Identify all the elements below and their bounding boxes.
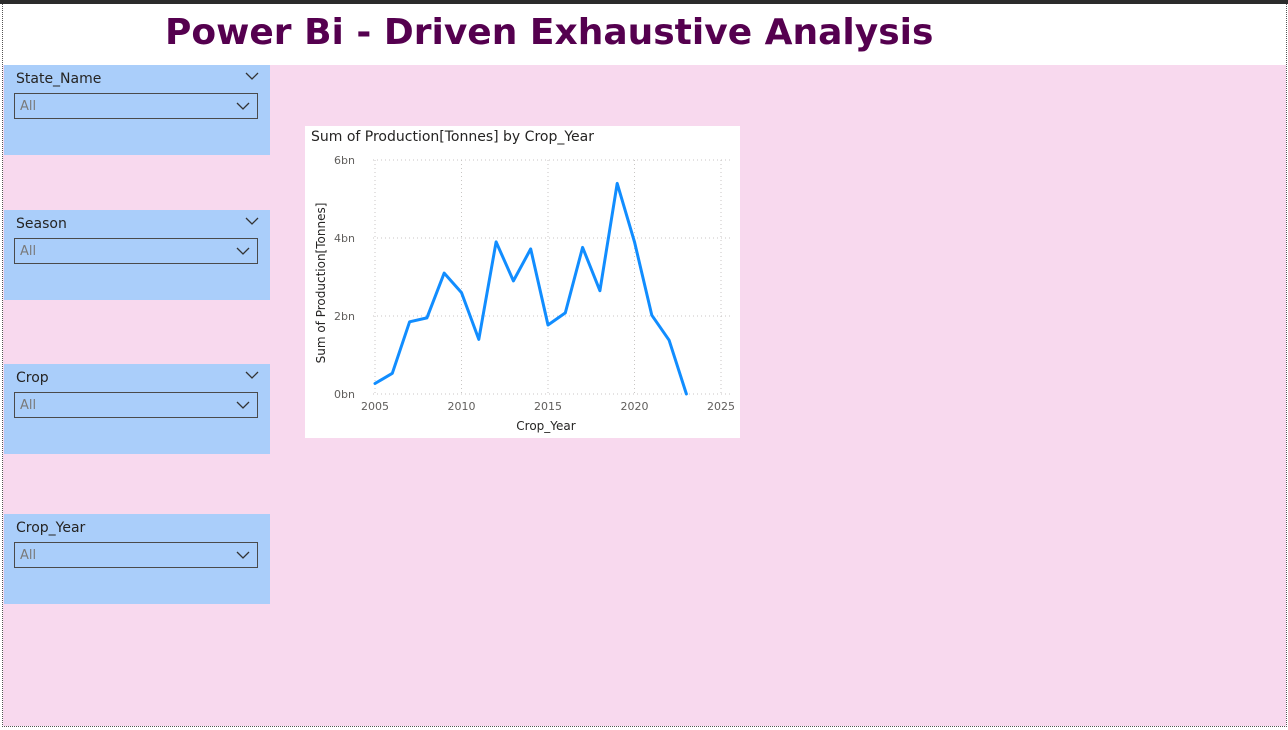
slicer-header: Season [16,216,67,232]
chart-plot: 0bn 2bn 4bn 6bn 2005 2010 2015 2020 2025 Crop_Yea… [314,154,735,433]
data-point [685,393,687,395]
dropdown-value: All [20,244,37,259]
slicer-crop-year: Crop_Year All [4,514,270,604]
season-dropdown[interactable]: All [14,238,258,264]
data-point [582,246,584,248]
data-point [564,312,566,314]
data-point [616,182,618,184]
report-background: State_Name All Season All [3,65,1286,726]
y-tick-label: 0bn [334,388,355,401]
slicer-state-name: State_Name All [4,65,270,155]
chart-title: Sum of Production[Tonnes] by Crop_Year [311,129,594,145]
data-point [391,372,393,374]
slicer-crop: Crop All [4,364,270,454]
data-point [547,324,549,326]
data-point [443,272,445,274]
window-top-border [0,0,1288,4]
y-axis-label: Sum of Production[Tonnes] [314,203,328,364]
state-name-dropdown[interactable]: All [14,93,258,119]
data-point [478,338,480,340]
chevron-down-icon[interactable] [244,69,260,83]
x-tick-label: 2010 [448,400,476,413]
data-point [530,248,532,250]
chevron-down-icon [236,247,250,255]
x-axis-label: Crop_Year [516,419,575,433]
page-title: Power Bi - Driven Exhaustive Analysis [165,12,934,53]
data-point [599,290,601,292]
x-tick-label: 2020 [621,400,649,413]
data-point [426,317,428,319]
slicer-header: Crop_Year [16,520,86,536]
y-tick-label: 4bn [334,232,355,245]
data-point [634,241,635,243]
data-point [495,241,497,243]
slicer-header: State_Name [16,71,102,87]
data-point [461,292,462,294]
data-point [651,314,653,316]
data-point [409,321,411,323]
dropdown-value: All [20,398,37,413]
slicer-season: Season All [4,210,270,300]
dropdown-value: All [20,99,37,114]
title-band: Power Bi - Driven Exhaustive Analysis [3,4,1286,65]
dropdown-value: All [20,548,37,563]
crop-dropdown[interactable]: All [14,392,258,418]
y-tick-label: 2bn [334,310,355,323]
chevron-down-icon[interactable] [244,214,260,228]
production-line-chart[interactable]: 0bn 2bn 4bn 6bn 2005 2010 2015 2020 2025 Crop_Yea… [305,126,740,438]
data-point [512,280,514,282]
data-point [374,382,376,384]
y-tick-label: 6bn [334,154,355,167]
chevron-down-icon[interactable] [244,368,260,382]
chevron-down-icon [236,102,250,110]
report-canvas: Power Bi - Driven Exhaustive Analysis St… [2,4,1287,727]
series-line [373,181,688,396]
chevron-down-icon [236,401,250,409]
x-tick-label: 2025 [707,400,735,413]
slicer-header: Crop [16,370,49,386]
x-tick-label: 2015 [534,400,562,413]
x-tick-label: 2005 [361,400,389,413]
crop-year-dropdown[interactable]: All [14,542,258,568]
chevron-down-icon [236,551,250,559]
data-point [668,339,670,341]
